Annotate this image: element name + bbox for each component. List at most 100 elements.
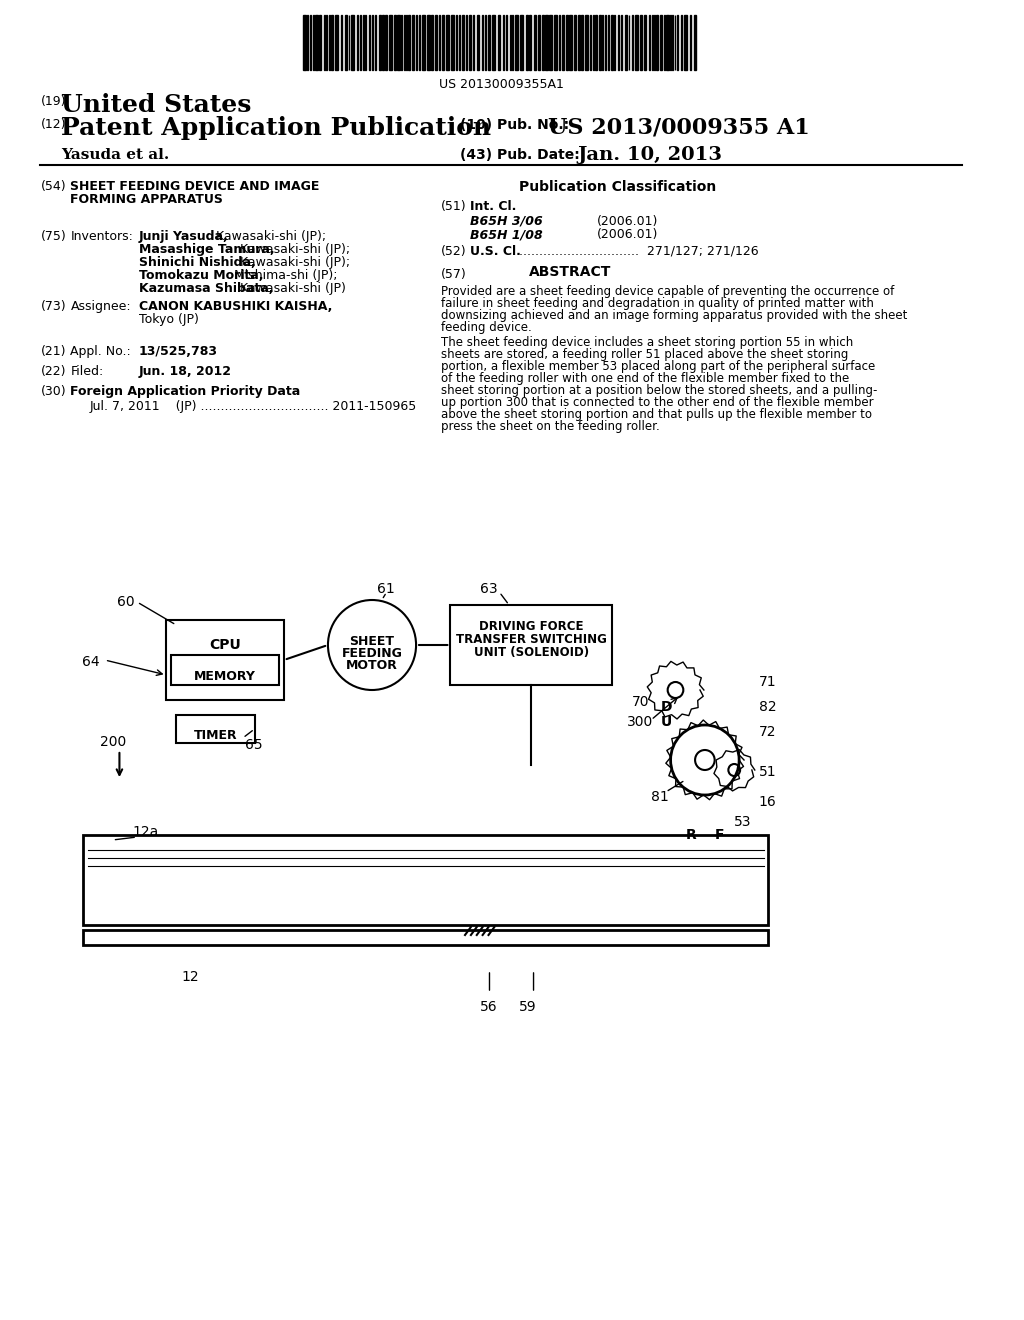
- Bar: [528, 15, 530, 70]
- Bar: [331, 15, 333, 70]
- Bar: [319, 15, 322, 70]
- Bar: [389, 15, 391, 70]
- Text: MEMORY: MEMORY: [195, 671, 256, 682]
- Bar: [595, 15, 597, 70]
- Bar: [452, 15, 455, 70]
- Text: FORMING APPARATUS: FORMING APPARATUS: [71, 193, 223, 206]
- Text: sheets are stored, a feeding roller 51 placed above the sheet storing: sheets are stored, a feeding roller 51 p…: [440, 348, 848, 360]
- Text: U: U: [660, 715, 672, 729]
- Text: Foreign Application Priority Data: Foreign Application Priority Data: [71, 385, 301, 399]
- Text: D: D: [660, 700, 673, 714]
- Text: ABSTRACT: ABSTRACT: [528, 265, 611, 279]
- Text: R: R: [685, 828, 696, 842]
- Bar: [581, 15, 584, 70]
- Text: Junji Yasuda,: Junji Yasuda,: [139, 230, 228, 243]
- Bar: [412, 15, 414, 70]
- Text: (51): (51): [440, 201, 466, 213]
- Bar: [640, 15, 642, 70]
- Bar: [625, 15, 627, 70]
- Text: 51: 51: [759, 766, 776, 779]
- Text: MOTOR: MOTOR: [346, 659, 398, 672]
- Text: 72: 72: [759, 725, 776, 739]
- Bar: [656, 15, 657, 70]
- Text: (21): (21): [41, 345, 67, 358]
- Text: Mishima-shi (JP);: Mishima-shi (JP);: [233, 269, 338, 282]
- Bar: [385, 15, 387, 70]
- Text: Jun. 18, 2012: Jun. 18, 2012: [139, 366, 232, 378]
- Text: Kawasaki-shi (JP);: Kawasaki-shi (JP);: [240, 256, 350, 269]
- Text: downsizing achieved and an image forming apparatus provided with the sheet: downsizing achieved and an image forming…: [440, 309, 907, 322]
- Bar: [315, 15, 318, 70]
- Text: Jul. 7, 2011    (JP) ................................ 2011-150965: Jul. 7, 2011 (JP) ......................…: [90, 400, 418, 413]
- Text: 59: 59: [519, 1001, 537, 1014]
- Bar: [427, 15, 430, 70]
- Bar: [469, 15, 471, 70]
- Text: 16: 16: [759, 795, 776, 809]
- Bar: [434, 15, 436, 70]
- Text: 63: 63: [479, 582, 498, 597]
- Text: (73): (73): [41, 300, 67, 313]
- Text: press the sheet on the feeding roller.: press the sheet on the feeding roller.: [440, 420, 659, 433]
- Text: Publication Classification: Publication Classification: [519, 180, 716, 194]
- Bar: [586, 15, 589, 70]
- Text: 60: 60: [118, 595, 135, 609]
- Text: (22): (22): [41, 366, 67, 378]
- Text: Kawasaki-shi (JP);: Kawasaki-shi (JP);: [240, 243, 350, 256]
- Bar: [562, 15, 564, 70]
- Text: U.S. Cl.: U.S. Cl.: [470, 246, 525, 257]
- Text: Assignee:: Assignee:: [71, 300, 131, 313]
- Bar: [694, 15, 696, 70]
- Text: Shinichi Nishida,: Shinichi Nishida,: [139, 256, 256, 269]
- Text: 12: 12: [181, 970, 199, 983]
- Bar: [422, 15, 425, 70]
- Text: SHEET: SHEET: [349, 635, 394, 648]
- Text: 61: 61: [377, 582, 394, 597]
- Bar: [554, 15, 557, 70]
- Text: failure in sheet feeding and degradation in quality of printed matter with: failure in sheet feeding and degradation…: [440, 297, 873, 310]
- Text: (43) Pub. Date:: (43) Pub. Date:: [460, 148, 580, 162]
- Bar: [167, 620, 284, 700]
- Text: of the feeding roller with one end of the flexible member fixed to the: of the feeding roller with one end of th…: [440, 372, 849, 385]
- Text: feeding device.: feeding device.: [440, 321, 531, 334]
- Text: UNIT (SOLENOID): UNIT (SOLENOID): [473, 645, 589, 659]
- Text: DRIVING FORCE: DRIVING FORCE: [479, 620, 584, 634]
- Bar: [393, 15, 395, 70]
- Bar: [666, 15, 669, 70]
- Bar: [566, 15, 568, 70]
- Bar: [543, 15, 545, 70]
- Bar: [382, 15, 384, 70]
- Bar: [345, 15, 346, 70]
- Text: 300: 300: [627, 715, 652, 729]
- Bar: [335, 15, 338, 70]
- Text: 200: 200: [100, 735, 126, 748]
- Text: TRANSFER SWITCHING: TRANSFER SWITCHING: [456, 634, 606, 645]
- Bar: [611, 15, 612, 70]
- Text: (19): (19): [41, 95, 67, 108]
- Bar: [644, 15, 646, 70]
- Text: 12a: 12a: [132, 825, 159, 840]
- Text: CANON KABUSHIKI KAISHA,: CANON KABUSHIKI KAISHA,: [139, 300, 333, 313]
- Bar: [549, 15, 552, 70]
- Text: The sheet feeding device includes a sheet storing portion 55 in which: The sheet feeding device includes a shee…: [440, 337, 853, 348]
- Bar: [477, 15, 479, 70]
- Bar: [379, 15, 381, 70]
- Text: TIMER: TIMER: [194, 729, 238, 742]
- Text: Jan. 10, 2013: Jan. 10, 2013: [578, 147, 723, 164]
- Text: above the sheet storing portion and that pulls up the flexible member to: above the sheet storing portion and that…: [440, 408, 871, 421]
- Text: (30): (30): [41, 385, 67, 399]
- Bar: [462, 15, 464, 70]
- Text: (75): (75): [41, 230, 67, 243]
- Text: Appl. No.:: Appl. No.:: [71, 345, 131, 358]
- Bar: [176, 715, 255, 743]
- Text: B65H 1/08: B65H 1/08: [470, 228, 543, 242]
- Text: F: F: [715, 828, 724, 842]
- Text: 82: 82: [759, 700, 776, 714]
- Bar: [83, 836, 768, 925]
- Bar: [83, 931, 768, 945]
- Bar: [409, 15, 411, 70]
- Bar: [446, 15, 450, 70]
- Bar: [397, 15, 400, 70]
- Text: up portion 300 that is connected to the other end of the flexible member: up portion 300 that is connected to the …: [440, 396, 873, 409]
- Bar: [659, 15, 662, 70]
- Text: (52): (52): [440, 246, 466, 257]
